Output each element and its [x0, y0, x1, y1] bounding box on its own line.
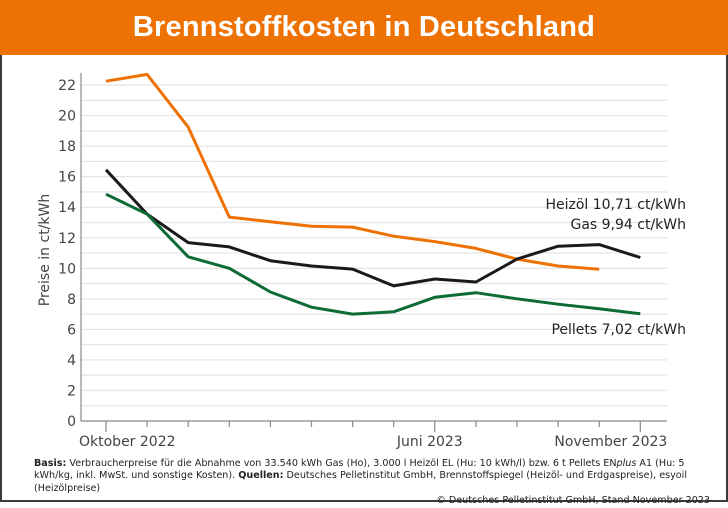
copyright: © Deutsches Pelletinstitut GmbH, Stand N… [436, 495, 710, 507]
y-tick-label: 22 [58, 78, 76, 94]
basis-text: Verbraucherpreise für die Abnahme von 33… [66, 458, 617, 469]
footer-notes: Basis: Verbraucherpreise für die Abnahme… [34, 458, 710, 508]
series-line-gas [105, 72, 600, 271]
axes [80, 73, 667, 422]
sources-text: Deutsches Pelletinstitut GmbH, Brennstof… [34, 470, 688, 494]
series-lines [104, 72, 641, 316]
series-end-label: Heizöl 10,71 ct/kWh [545, 197, 686, 213]
y-tick-label: 2 [67, 383, 76, 399]
series-line-heizoel [104, 168, 641, 288]
y-tick-label: 12 [58, 231, 76, 247]
gridlines [81, 84, 667, 407]
title-band: Brennstoffkosten in Deutschland [0, 0, 728, 55]
sources-label: Quellen: [238, 470, 284, 482]
y-tick-label: 10 [58, 261, 76, 277]
basis-italic: plus [616, 458, 637, 469]
footer-basis: Basis: Verbraucherpreise für die Abnahme… [34, 458, 710, 495]
series-end-label: Pellets 7,02 ct/kWh [551, 322, 686, 338]
basis-text-2: A1 (Hu: 5 kWh/kg, inkl. MwSt. und sonsti… [34, 458, 685, 482]
x-tick-label: Juni 2023 [396, 434, 463, 450]
x-tick-label: Oktober 2022 [79, 434, 176, 450]
y-tick-label: 4 [67, 353, 76, 369]
y-tick-label: 6 [67, 322, 76, 338]
y-tick-label: 0 [67, 414, 76, 430]
y-tick-label: 20 [58, 109, 76, 125]
chart-title: Brennstoffkosten in Deutschland [132, 11, 596, 43]
y-tick-label: 18 [58, 139, 76, 155]
series-end-label: Gas 9,94 ct/kWh [570, 217, 686, 233]
y-axis-ticks: 0 2 4 6 8 10 12 14 16 18 20 22 [58, 78, 76, 430]
y-axis-title: Preise in ct/kWh [37, 194, 53, 306]
basis-label: Basis: [34, 458, 67, 469]
series-line-pellets [105, 192, 641, 316]
series-labels: Gas 9,94 ct/kWh Heizöl 10,71 ct/kWh Pellet… [545, 197, 686, 338]
x-tick-label: November 2023 [554, 434, 667, 450]
y-tick-label: 14 [58, 200, 76, 216]
y-tick-label: 8 [67, 292, 76, 308]
y-tick-label: 16 [58, 170, 76, 186]
x-axis-ticks: Oktober 2022 Juni 2023 November 2023 [79, 421, 667, 450]
